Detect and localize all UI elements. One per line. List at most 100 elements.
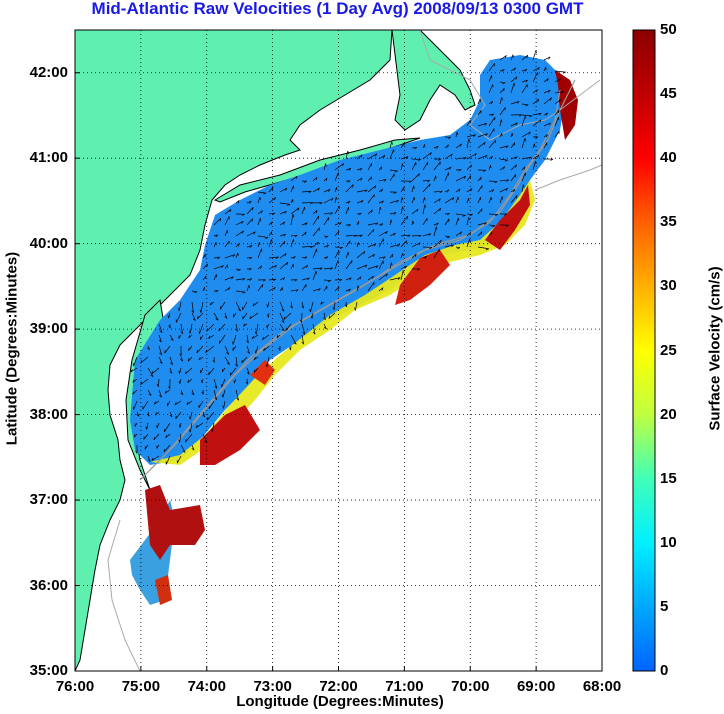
- current-vector-head: [470, 164, 472, 168]
- current-vector: [202, 263, 208, 270]
- current-vector-head: [513, 189, 516, 193]
- current-vector-head: [320, 301, 323, 305]
- current-vector: [208, 334, 215, 339]
- current-vector-head: [261, 210, 263, 214]
- current-vector-head: [469, 238, 471, 242]
- current-vector-head: [337, 260, 339, 264]
- current-vector: [310, 301, 314, 313]
- current-vector-head: [485, 133, 488, 137]
- current-vector: [477, 141, 486, 149]
- current-vector-head: [435, 175, 437, 179]
- current-vector: [466, 188, 473, 193]
- current-vector-head: [196, 349, 198, 353]
- current-vector: [257, 191, 267, 194]
- current-vector-head: [480, 176, 482, 181]
- current-vector: [400, 240, 408, 248]
- current-vector: [345, 301, 348, 308]
- current-vector: [499, 119, 502, 127]
- current-vector: [167, 400, 171, 407]
- current-vector-head: [252, 207, 254, 211]
- current-vector: [213, 265, 224, 270]
- current-vector-head: [417, 268, 421, 271]
- current-vector: [378, 260, 384, 270]
- current-vector-head: [349, 277, 352, 281]
- current-vector-head: [515, 122, 518, 126]
- current-vector-head: [435, 226, 438, 230]
- current-vector-head: [408, 180, 412, 183]
- current-vector: [444, 244, 454, 248]
- current-vector: [323, 197, 334, 204]
- current-vector-head: [504, 213, 508, 216]
- current-vector: [191, 389, 195, 396]
- current-vector-head: [347, 200, 351, 204]
- current-vector: [221, 378, 226, 388]
- current-vector-head: [525, 79, 528, 83]
- current-vector: [521, 138, 526, 149]
- current-vector-head: [413, 185, 415, 189]
- current-vector: [554, 99, 561, 105]
- current-vector: [345, 252, 349, 259]
- current-vector: [283, 312, 292, 320]
- current-vector: [290, 175, 298, 182]
- current-vector: [301, 222, 308, 226]
- current-vector: [257, 241, 260, 248]
- current-vector: [455, 175, 466, 182]
- current-vector: [144, 444, 149, 450]
- current-vector: [411, 235, 422, 237]
- current-vector: [411, 146, 417, 149]
- current-vector-head: [545, 134, 548, 138]
- current-vector-head: [248, 268, 252, 271]
- current-vector: [333, 301, 336, 310]
- current-vector: [213, 312, 219, 321]
- current-vector: [367, 253, 375, 259]
- current-vector: [198, 400, 204, 408]
- current-vector: [532, 154, 540, 160]
- current-vector: [268, 231, 272, 237]
- current-vector-head: [295, 289, 299, 292]
- current-vector-head: [331, 197, 334, 201]
- current-vector-head: [309, 246, 313, 249]
- current-vector: [488, 231, 493, 237]
- current-vector-head: [381, 188, 383, 192]
- current-vector-head: [505, 224, 509, 227]
- current-vector-head: [185, 439, 187, 443]
- current-vector: [224, 276, 234, 281]
- current-vector-head: [323, 326, 327, 330]
- current-vector-head: [491, 100, 493, 104]
- current-vector: [301, 206, 305, 215]
- current-vector: [253, 356, 259, 360]
- current-vector: [433, 190, 443, 193]
- current-vector-head: [470, 188, 473, 192]
- current-vector: [389, 149, 394, 160]
- current-vector: [367, 153, 378, 160]
- current-vector: [455, 196, 459, 204]
- current-vector: [158, 378, 160, 387]
- current-vector-head: [226, 352, 230, 355]
- current-vector-head: [237, 200, 240, 204]
- current-vector-head: [515, 164, 517, 168]
- current-vector: [334, 205, 340, 215]
- current-vector: [345, 184, 354, 193]
- current-vector-head: [151, 457, 154, 461]
- current-vector-head: [526, 55, 529, 59]
- current-vector: [334, 286, 340, 292]
- current-vector: [356, 234, 363, 237]
- current-vector: [235, 268, 241, 271]
- current-vector: [136, 411, 140, 417]
- current-vector: [146, 422, 149, 430]
- current-vector: [301, 190, 312, 193]
- current-vector-head: [274, 197, 276, 201]
- current-vector-head: [275, 256, 279, 259]
- colorbar-tick-label: 50: [660, 21, 677, 38]
- current-vector: [224, 209, 232, 215]
- current-vector: [433, 207, 441, 215]
- current-vector: [224, 216, 230, 226]
- current-vector-head: [328, 189, 331, 192]
- current-vector-head: [168, 385, 171, 389]
- current-vector: [179, 367, 182, 374]
- current-vector-head: [418, 235, 422, 238]
- current-vector: [477, 110, 482, 116]
- current-vector-head: [511, 132, 514, 137]
- current-vector-head: [301, 305, 304, 309]
- current-vector: [189, 411, 193, 420]
